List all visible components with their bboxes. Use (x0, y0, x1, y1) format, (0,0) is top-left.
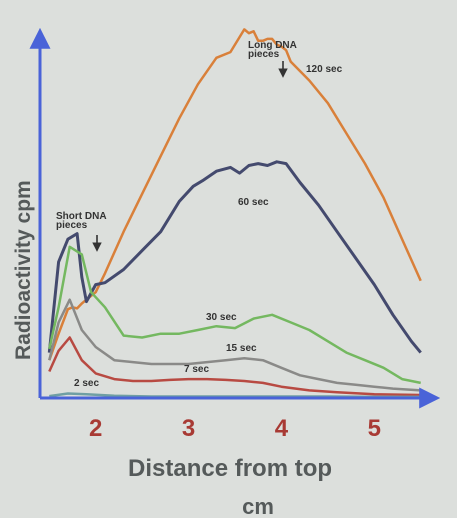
x-axis-title: Distance from top (128, 455, 332, 482)
x-tick-labels: 2 3 4 5 (89, 415, 381, 442)
series-line-120-sec (48, 28, 422, 361)
series-label-120-sec: 120 sec (306, 64, 343, 75)
annotation-text: Long DNA (248, 40, 297, 51)
series-line-7-sec (48, 336, 421, 397)
series-line-15-sec (48, 298, 421, 392)
annotation-text: pieces (248, 49, 280, 60)
series-label-7-sec: 7 sec (184, 364, 209, 375)
x-axis-unit: cm (242, 494, 274, 518)
x-tick-label: 2 (89, 415, 102, 442)
series-label-30-sec: 30 sec (206, 312, 237, 323)
series-line-30-sec (48, 245, 421, 385)
x-tick-label: 3 (182, 415, 195, 442)
annotation-text: pieces (56, 220, 88, 231)
series-label-15-sec: 15 sec (226, 343, 257, 354)
series-label-2-sec: 2 sec (74, 378, 99, 389)
x-tick-label: 4 (275, 415, 289, 442)
x-tick-label: 5 (368, 415, 381, 442)
series-labels: 120 sec 60 sec 30 sec 15 sec 7 sec 2 sec (74, 64, 343, 389)
annotation-text: Short DNA (56, 211, 107, 222)
series-line-60-sec (47, 160, 422, 354)
series-label-60-sec: 60 sec (238, 197, 269, 208)
y-axis-title: Radioactivity cpm (12, 180, 35, 360)
